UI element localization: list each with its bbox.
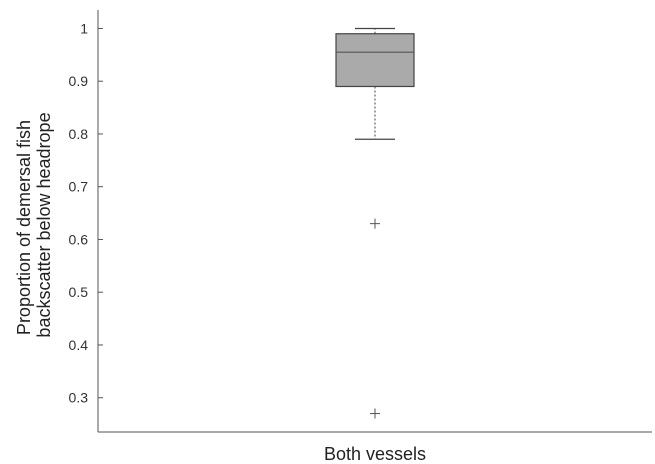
axes (97, 10, 652, 433)
outlier-point (370, 218, 380, 229)
y-axis-title: Proportion of demersal fish backscatter … (14, 112, 54, 337)
y-tick-label: 0.8 (69, 126, 89, 142)
y-tick-label: 0.4 (69, 337, 89, 353)
x-category-labels: Both vessels (324, 444, 426, 464)
box-group (335, 27, 415, 419)
outlier-point (370, 408, 380, 419)
y-tick-label: 0.9 (69, 73, 89, 89)
y-tick-label: 1 (80, 20, 88, 36)
x-category-label: Both vessels (324, 444, 426, 464)
y-tick-label: 0.5 (69, 284, 89, 300)
y-axis-title-line-2: backscatter below headrope (34, 112, 54, 337)
y-tick-label: 0.6 (69, 231, 89, 247)
y-ticks: 0.3 0.4 0.5 0.6 0.7 0.8 0.9 1 (69, 20, 103, 406)
y-tick-label: 0.3 (69, 390, 89, 406)
y-tick-label: 0.7 (69, 179, 89, 195)
iqr-box (335, 33, 415, 88)
y-axis-title-line-1: Proportion of demersal fish (14, 120, 34, 335)
